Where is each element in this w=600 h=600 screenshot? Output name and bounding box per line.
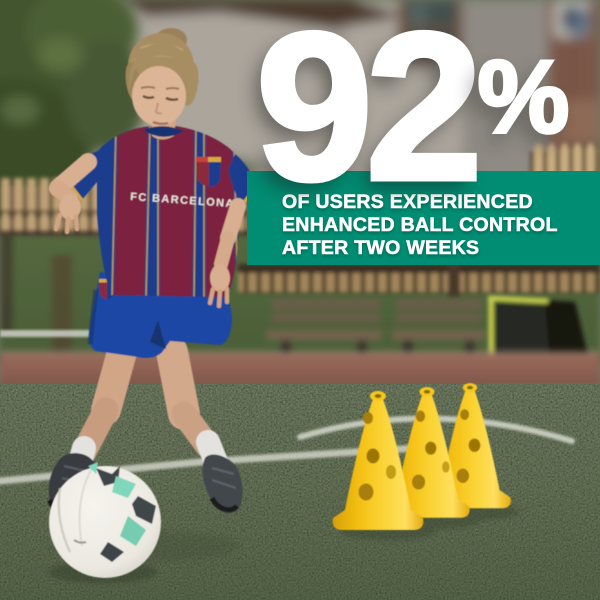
- stat-number: 92%: [254, 0, 571, 249]
- left-arm: [207, 198, 246, 309]
- stat-percent-sign: %: [476, 37, 571, 156]
- right-arm: [49, 153, 97, 235]
- face: [132, 66, 186, 126]
- collar: [143, 126, 184, 137]
- fence-post: [448, 265, 460, 297]
- house-window: [398, 0, 464, 62]
- stat-value: 92: [254, 0, 486, 224]
- running-track-strip: [0, 351, 600, 389]
- soccer-player: FC BARCELONA: [47, 28, 256, 524]
- picket-fence-bottom: [238, 264, 600, 297]
- player-head: [125, 28, 199, 140]
- stat-caption-line-1: OF USERS EXPERIENCED: [282, 191, 533, 214]
- stat-banner: OF USERS EXPERIENCED ENHANCED BALL CONTR…: [247, 171, 600, 265]
- roof: [115, 0, 404, 28]
- field-line-left: [0, 330, 92, 337]
- stat-caption-line-3: AFTER TWO WEEKS: [282, 237, 480, 260]
- jersey-crest: [196, 157, 221, 188]
- soccer-ball: [49, 462, 161, 578]
- training-cone-1: [332, 391, 424, 530]
- stat-caption-line-2: ENHANCED BALL CONTROL: [282, 214, 558, 237]
- tree-trunk: [52, 255, 72, 373]
